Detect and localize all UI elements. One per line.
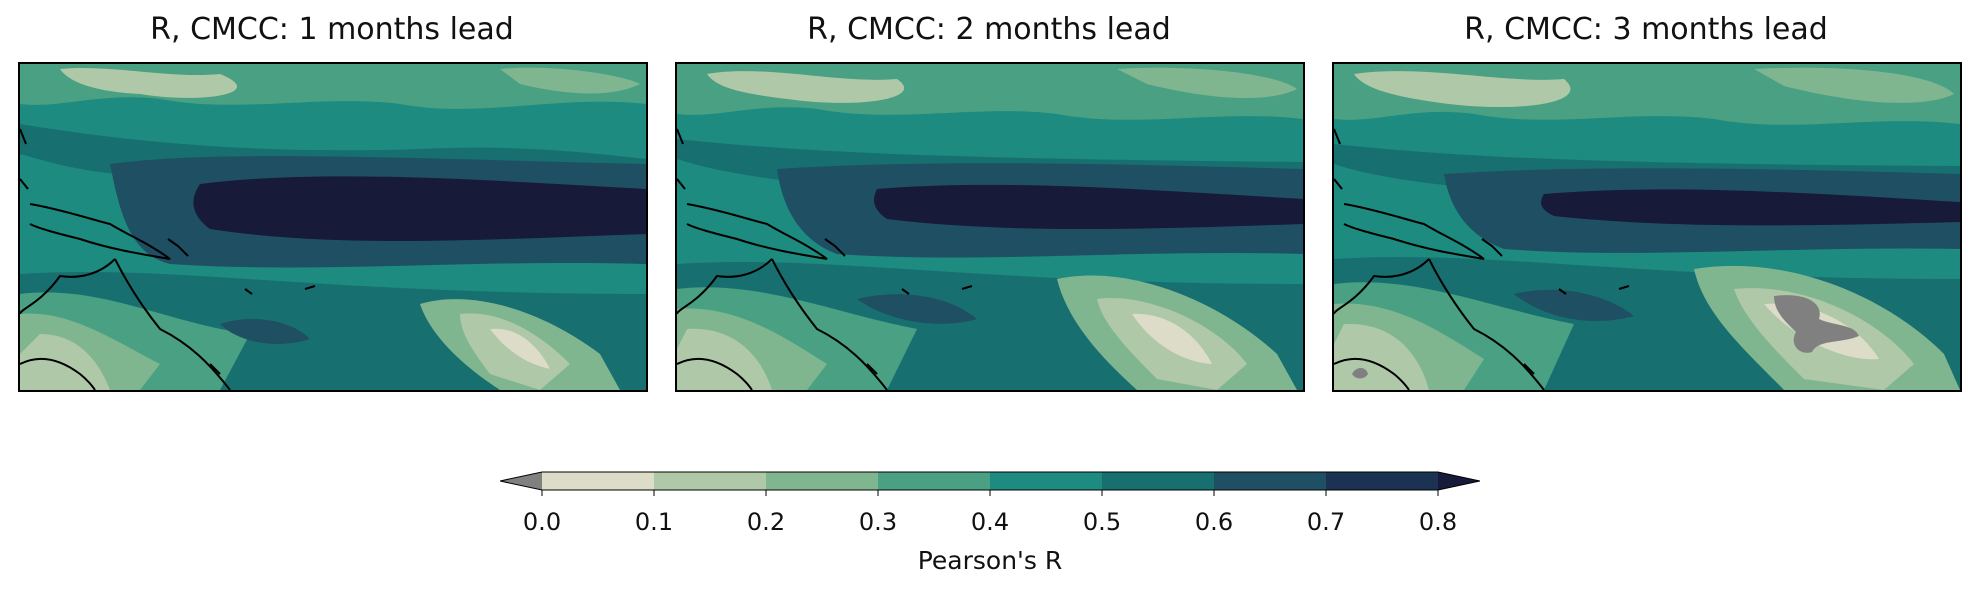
colorbar-bin [654, 472, 767, 490]
contour-fill-1 [20, 64, 646, 390]
map-panel-1 [18, 62, 648, 392]
map-svg-2 [677, 64, 1303, 390]
map-panel-3 [1332, 62, 1962, 392]
panel-title-2: R, CMCC: 2 months lead [807, 12, 1171, 47]
colorbar-label: Pearson's R [917, 546, 1063, 575]
colorbar-tick-label: 0.0 [522, 508, 562, 536]
colorbar-bin [1326, 472, 1439, 490]
colorbar-tick-label: 0.6 [1194, 508, 1234, 536]
panel-title-3: R, CMCC: 3 months lead [1464, 12, 1828, 47]
coastlines-2 [677, 128, 973, 390]
colorbar-bin [766, 472, 879, 490]
colorbar-tick-label: 0.3 [858, 508, 898, 536]
colorbar-tick-label: 0.7 [1306, 508, 1346, 536]
colorbar-tick-label: 0.2 [746, 508, 786, 536]
colorbar-under-arrow [500, 472, 542, 490]
colorbar-svg [499, 471, 1481, 496]
colorbar-over-arrow [1438, 472, 1480, 490]
colorbar-bin [542, 472, 655, 490]
colorbar-bin [878, 472, 991, 490]
contour-fill-2 [677, 64, 1303, 390]
colorbar-tick-label: 0.1 [634, 508, 674, 536]
map-panel-2 [675, 62, 1305, 392]
panel-title-1: R, CMCC: 1 months lead [150, 12, 514, 47]
map-svg-3 [1334, 64, 1960, 390]
colorbar-bin [990, 472, 1103, 490]
coastlines-3 [1334, 128, 1630, 390]
colorbar-bin [1102, 472, 1215, 490]
colorbar-tick-label: 0.4 [970, 508, 1010, 536]
colorbar-bin [1214, 472, 1327, 490]
colorbar-tick-label: 0.5 [1082, 508, 1122, 536]
coastlines-1 [20, 128, 316, 390]
colorbar-tick-label: 0.8 [1418, 508, 1458, 536]
contour-fill-3 [1334, 64, 1960, 390]
colorbar: 0.0 0.1 0.2 0.3 0.4 0.5 0.6 0.7 0.8 Pearson's R [499, 468, 1481, 588]
map-svg-1 [20, 64, 646, 390]
